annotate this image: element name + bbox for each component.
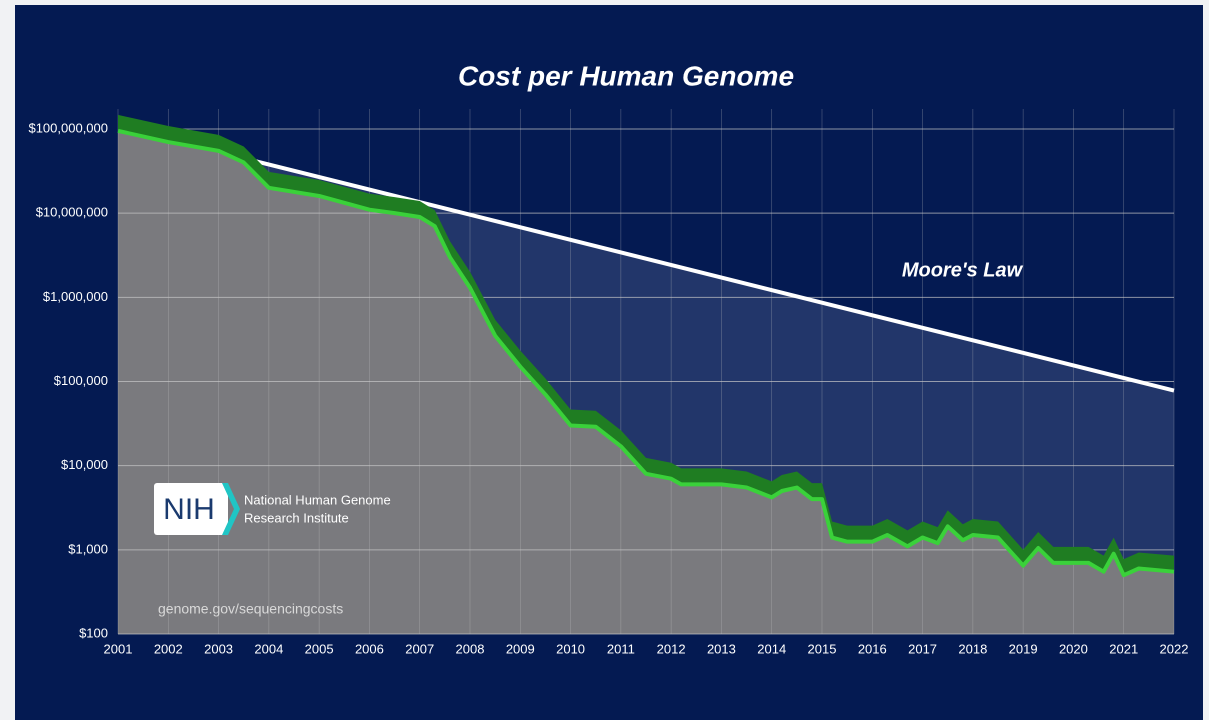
y-tick-label: $1,000,000 bbox=[43, 289, 108, 304]
x-tick-label: 2003 bbox=[204, 641, 233, 656]
cost-area bbox=[118, 130, 1174, 634]
x-tick-label: 2013 bbox=[707, 641, 736, 656]
x-tick-label: 2017 bbox=[908, 641, 937, 656]
logo-text: Research Institute bbox=[244, 510, 349, 525]
x-tick-label: 2022 bbox=[1160, 641, 1189, 656]
cost-line bbox=[117, 128, 1175, 578]
logo-mark: NIH bbox=[163, 493, 215, 526]
x-tick-label: 2012 bbox=[657, 641, 686, 656]
x-tick-label: 2018 bbox=[958, 641, 987, 656]
chart-title: Cost per Human Genome bbox=[458, 60, 794, 91]
y-tick-label: $1,000 bbox=[68, 541, 108, 556]
x-tick-label: 2005 bbox=[305, 641, 334, 656]
x-tick-label: 2010 bbox=[556, 641, 585, 656]
x-tick-label: 2016 bbox=[858, 641, 887, 656]
series-label: Moore's Law bbox=[902, 259, 1024, 281]
source: genome.gov/sequencingcosts bbox=[158, 601, 343, 617]
logo-chevron bbox=[222, 483, 240, 535]
x-tick-label: 2021 bbox=[1109, 641, 1138, 656]
x-tick-label: 2014 bbox=[757, 641, 786, 656]
x-tick-label: 2011 bbox=[607, 641, 635, 656]
x-tick-label: 2007 bbox=[405, 641, 434, 656]
y-tick-label: $100,000,000 bbox=[28, 120, 108, 135]
logo-text: National Human Genome bbox=[244, 492, 391, 507]
x-tick-label: 2015 bbox=[808, 641, 837, 656]
y-tick-label: $100,000 bbox=[54, 373, 108, 388]
x-tick-label: 2006 bbox=[355, 641, 384, 656]
y-tick-label: $10,000 bbox=[61, 457, 108, 472]
moore-line bbox=[243, 156, 1175, 393]
x-tick-label: 2008 bbox=[456, 641, 485, 656]
y-tick-label: $10,000,000 bbox=[36, 205, 108, 220]
x-tick-label: 2020 bbox=[1059, 641, 1088, 656]
x-tick-label: 2009 bbox=[506, 641, 535, 656]
y-tick-label: $100 bbox=[79, 625, 108, 640]
x-tick-label: 2019 bbox=[1009, 641, 1038, 656]
x-tick-label: 2004 bbox=[254, 641, 283, 656]
x-tick-label: 2001 bbox=[104, 641, 133, 656]
logo-box bbox=[154, 483, 228, 535]
x-tick-label: 2002 bbox=[154, 641, 183, 656]
